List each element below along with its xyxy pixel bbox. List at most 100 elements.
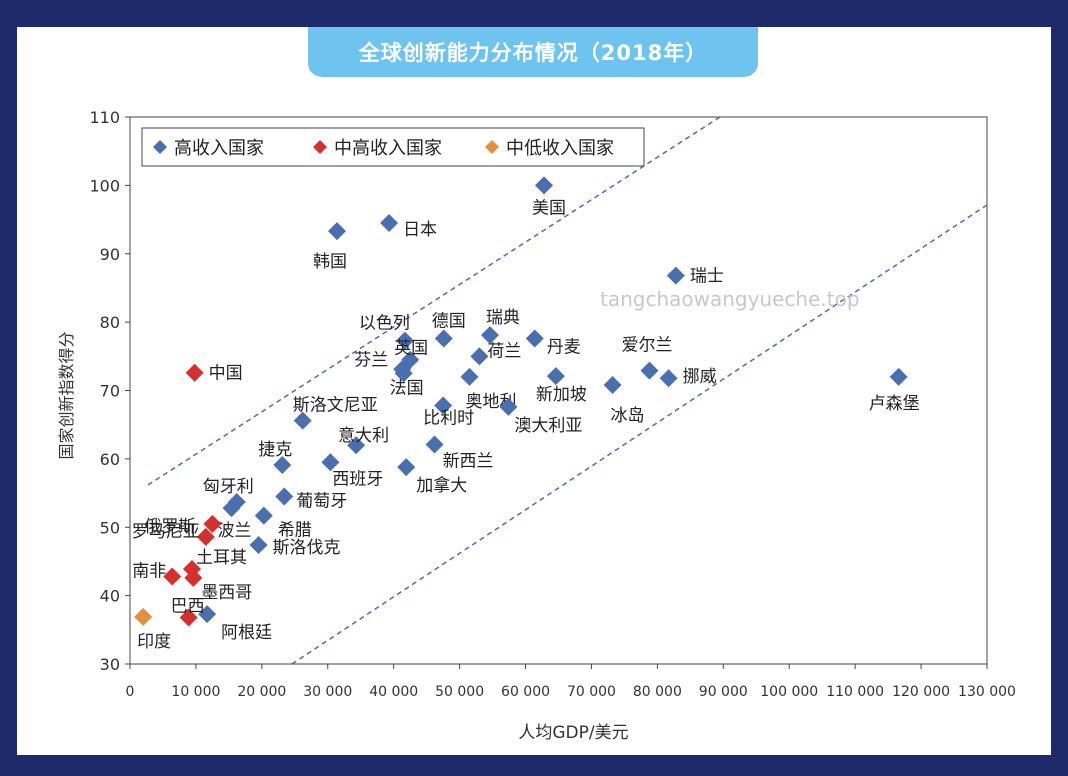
data-point-label: 中国 (209, 364, 243, 384)
data-point-label: 芬兰 (354, 350, 388, 370)
data-point (179, 608, 198, 627)
data-point (275, 487, 294, 506)
data-point (321, 453, 340, 472)
data-point (534, 176, 553, 195)
data-point-label: 俄罗斯 (144, 517, 195, 537)
data-point (525, 329, 544, 348)
data-point (185, 363, 204, 382)
data-point (425, 435, 444, 454)
data-point-label: 日本 (403, 220, 437, 240)
x-tick-label: 100 000 (760, 684, 818, 700)
data-point-label: 斯洛伐克 (273, 538, 341, 558)
y-tick-label: 100 (89, 176, 120, 195)
data-point-label: 意大利 (338, 426, 389, 446)
chart-title: 全球创新能力分布情况（2018年） (308, 27, 758, 77)
data-point-label: 西班牙 (332, 469, 383, 489)
data-point-label: 斯洛文尼亚 (293, 396, 378, 416)
data-point-label: 阿根廷 (221, 623, 272, 643)
data-point-label: 澳大利亚 (514, 416, 582, 436)
watermark-text: tangchaowangyueche.top (600, 287, 860, 311)
data-point-label: 南非 (132, 561, 166, 581)
data-point (434, 396, 453, 415)
data-point (603, 376, 622, 395)
data-point-label: 比利时 (423, 409, 474, 429)
data-point-label: 葡萄牙 (296, 491, 347, 511)
data-point-label: 波兰 (218, 521, 252, 541)
x-tick-label: 0 (126, 684, 135, 700)
legend-marker (153, 140, 167, 154)
y-tick-label: 30 (100, 655, 120, 674)
legend-label: 中高收入国家 (334, 138, 442, 159)
data-point-label: 丹麦 (547, 338, 581, 358)
y-axis-title: 国家创新指数得分 (57, 331, 76, 459)
y-tick-label: 50 (100, 518, 120, 537)
y-tick-label: 110 (89, 108, 120, 127)
data-point-label: 卢森堡 (869, 394, 920, 414)
x-tick-label: 40 000 (369, 684, 418, 700)
data-point (480, 326, 499, 345)
x-tick-label: 10 000 (171, 684, 220, 700)
y-tick-label: 40 (100, 587, 120, 606)
data-point-label: 新加坡 (536, 385, 587, 405)
data-point (293, 411, 312, 430)
data-point (499, 397, 518, 416)
data-point-label: 法国 (390, 378, 424, 398)
data-point (380, 213, 399, 232)
data-point (460, 367, 479, 386)
data-point-label: 荷兰 (487, 341, 521, 361)
legend-marker (485, 140, 499, 154)
data-point-label: 巴西 (171, 597, 205, 617)
data-point (184, 568, 203, 587)
data-point-label: 匈牙利 (203, 477, 254, 497)
x-tick-label: 50 000 (435, 684, 484, 700)
lower-band-line (291, 204, 987, 664)
x-tick-label: 70 000 (567, 684, 616, 700)
data-point (659, 369, 678, 388)
data-point (203, 514, 222, 533)
data-point (198, 605, 217, 624)
data-point (395, 331, 414, 350)
data-point (640, 361, 659, 380)
x-axis-title: 人均GDP/美元 (518, 723, 628, 743)
data-point (397, 458, 416, 477)
data-point (546, 367, 565, 386)
data-point-label: 英国 (394, 339, 428, 359)
x-tick-label: 30 000 (303, 684, 352, 700)
data-point (347, 436, 366, 455)
x-tick-label: 120 000 (892, 684, 950, 700)
data-point-label: 韩国 (313, 252, 347, 272)
data-point-label: 印度 (137, 632, 171, 652)
data-point-label: 新西兰 (443, 452, 494, 472)
data-point-label: 冰岛 (611, 406, 645, 426)
data-point (470, 347, 489, 366)
data-point-label: 罗马尼亚 (132, 522, 200, 542)
data-point (163, 567, 182, 586)
data-point-label: 希腊 (278, 521, 312, 541)
data-point (889, 367, 908, 386)
data-point-label: 以色列 (359, 314, 410, 334)
data-point (434, 329, 453, 348)
data-point (249, 536, 268, 555)
data-point (327, 222, 346, 241)
data-point-label: 加拿大 (416, 475, 467, 496)
data-point (273, 456, 292, 475)
data-point (666, 266, 685, 285)
legend-marker (313, 140, 327, 154)
legend-box (141, 127, 645, 167)
y-tick-label: 80 (100, 313, 120, 332)
x-tick-label: 90 000 (699, 684, 748, 700)
data-point-label: 挪威 (683, 367, 717, 387)
data-point (254, 506, 273, 525)
data-point-label: 瑞士 (690, 267, 724, 287)
data-point-label: 美国 (532, 198, 566, 218)
x-tick-label: 20 000 (237, 684, 286, 700)
data-point (196, 527, 215, 546)
data-point (134, 607, 153, 626)
y-tick-label: 90 (100, 245, 120, 264)
data-point (222, 499, 241, 518)
data-point-label: 土耳其 (196, 548, 247, 568)
y-tick-label: 60 (100, 450, 120, 469)
y-tick-label: 70 (100, 382, 120, 401)
data-point-label: 德国 (432, 312, 466, 332)
